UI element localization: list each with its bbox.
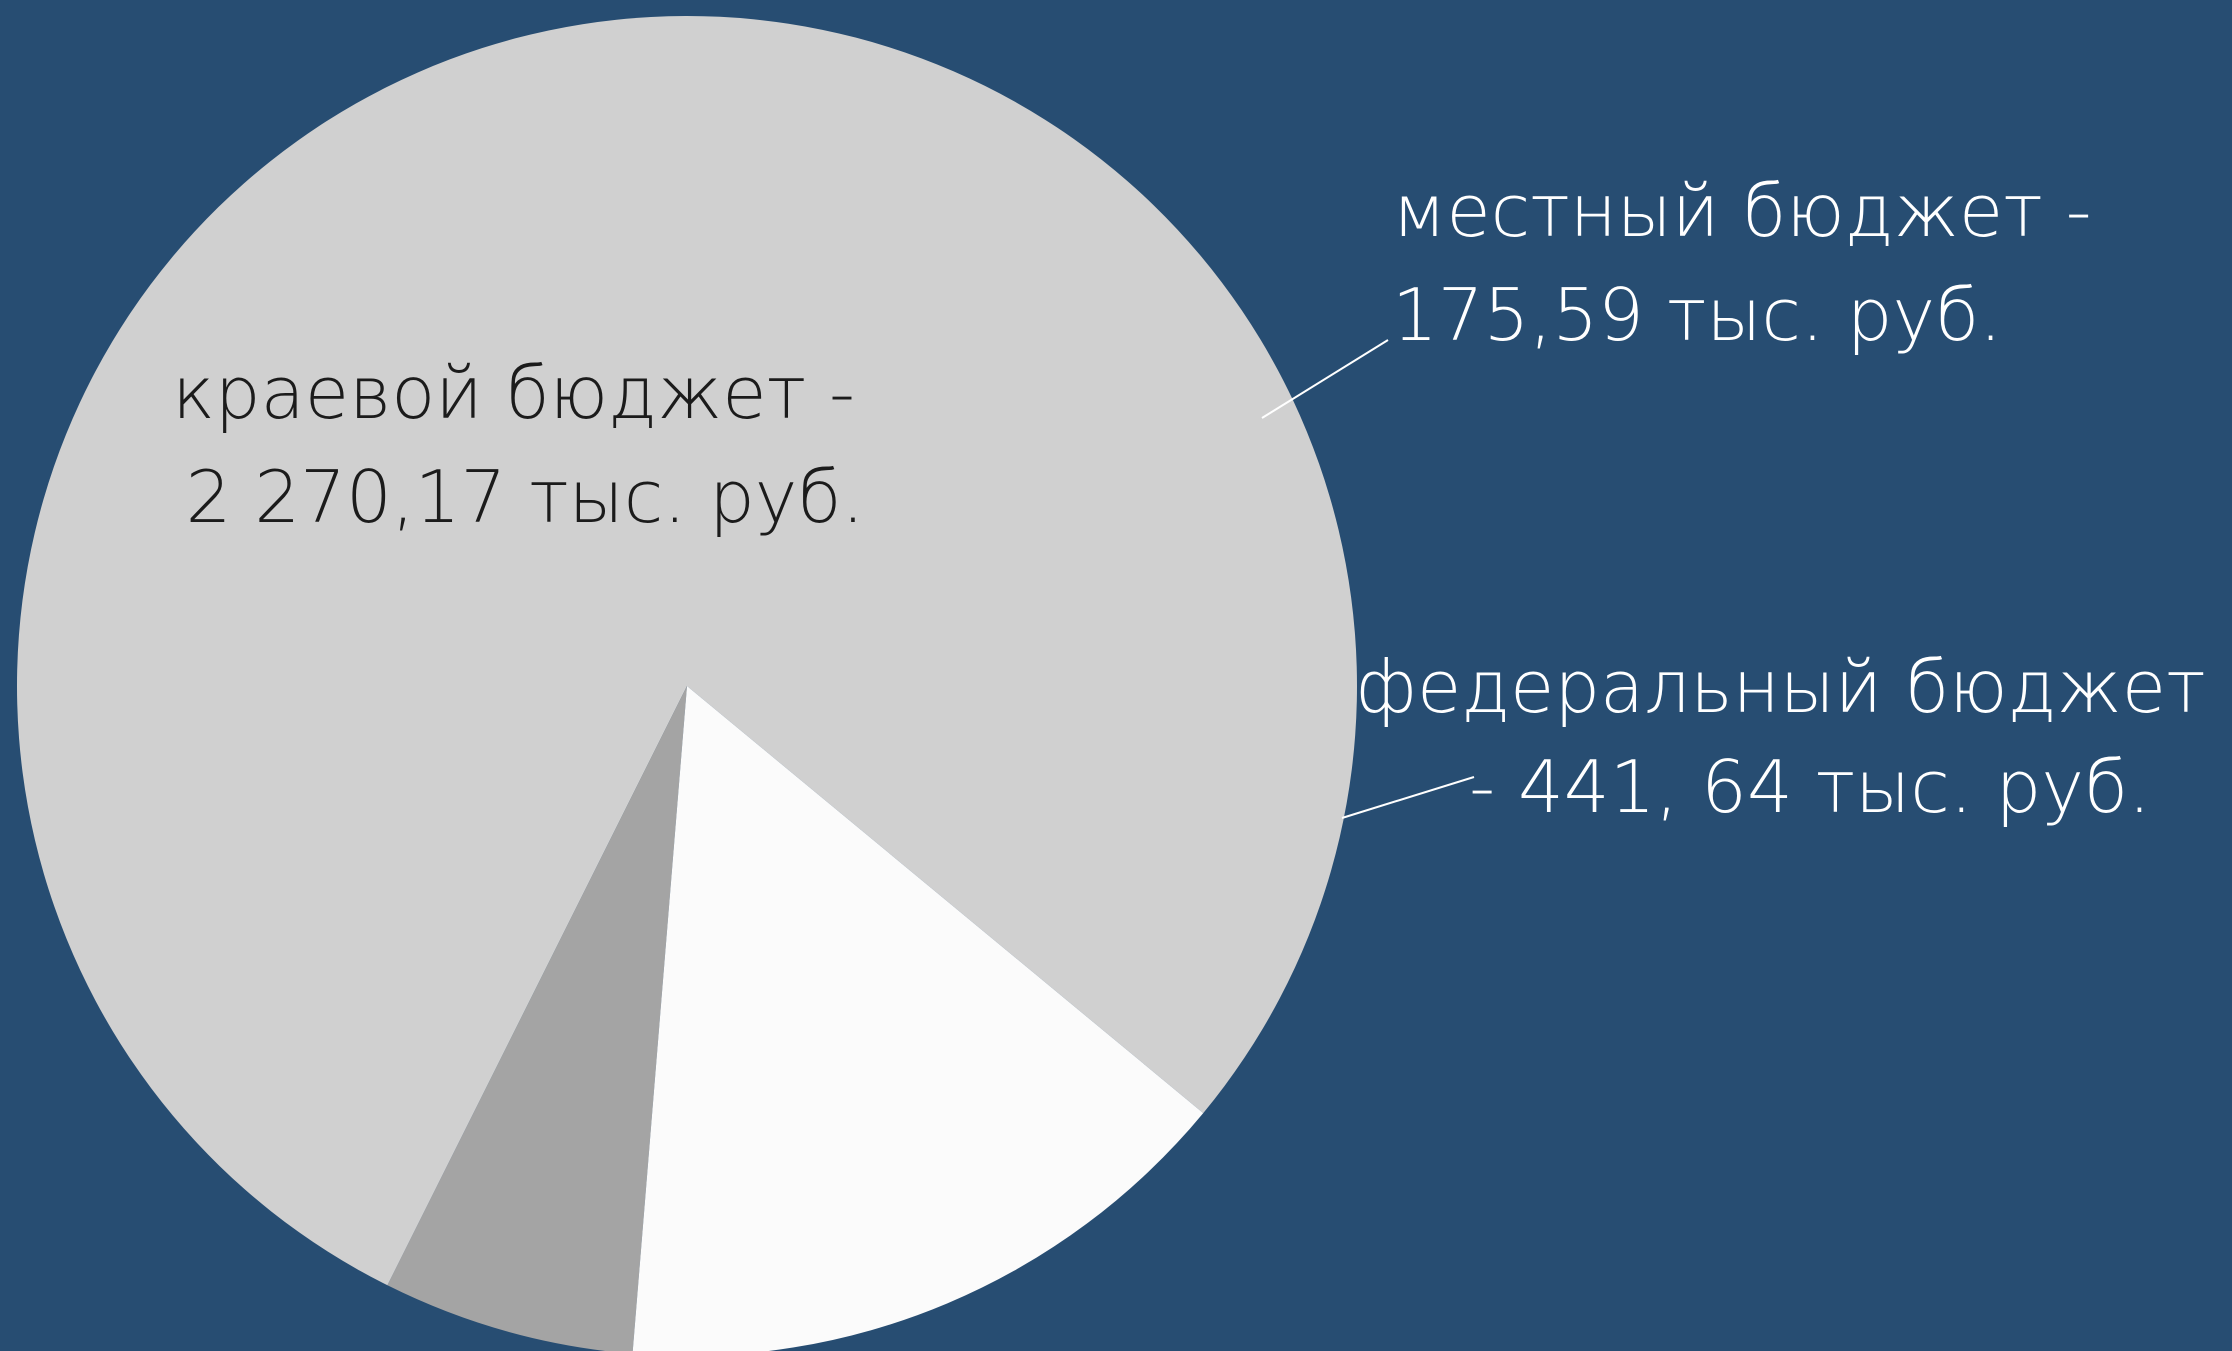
pie-slices [16,15,1357,1351]
slice-local-budget [387,686,687,1351]
label-local-budget-line1: местный бюджет - [1392,169,2092,253]
label-local-budget: местный бюджет - 175,59 тыс. руб. [1392,169,2114,357]
label-regional-budget-line1: краевой бюджет - [172,351,855,435]
label-federal-budget-line2: - 441, 64 тыс. руб. [1469,745,2151,829]
label-regional-budget-line2: 2 270,17 тыс. руб. [186,455,865,539]
leader-line-federal [1341,776,1475,819]
label-local-budget-line2: 175,59 тыс. руб. [1392,273,2002,357]
label-federal-budget-line1: федеральный бюджет [1355,645,2205,729]
label-regional-budget: краевой бюджет - 2 270,17 тыс. руб. [172,351,878,539]
label-federal-budget: федеральный бюджет - 441, 64 тыс. руб. [1355,645,2228,829]
slice-regional-budget [16,15,1357,1286]
slice-federal-budget [632,686,1204,1351]
leader-line-local [1261,339,1389,419]
